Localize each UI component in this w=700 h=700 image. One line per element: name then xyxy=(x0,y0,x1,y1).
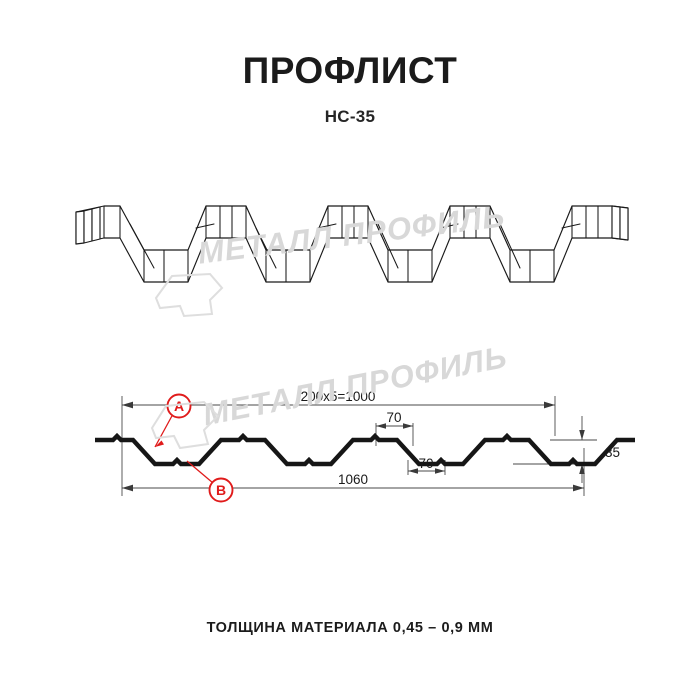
profile-section-path xyxy=(95,432,635,467)
footer: ТОЛЩИНА МАТЕРИАЛА 0,45 – 0,9 ММ xyxy=(0,620,700,636)
isometric-sheet-drawing xyxy=(75,205,629,283)
callout-a xyxy=(154,393,192,448)
callout-a-label: A xyxy=(174,398,184,414)
isometric-profile-view xyxy=(60,178,640,318)
dimension-label-crest: 70 xyxy=(386,410,401,425)
page-title: ПРОФЛИСТ xyxy=(242,50,458,91)
callout-b xyxy=(186,460,234,503)
callout-b-label: B xyxy=(216,482,226,498)
dimension-arrowheads xyxy=(122,401,585,492)
dimension-label-height: 35 xyxy=(605,445,620,460)
header: ПРОФЛИСТ НС-35 xyxy=(0,50,700,127)
product-model: НС-35 xyxy=(324,106,376,126)
dimension-label-valley: 70 xyxy=(418,456,433,471)
dimension-label-width: 1060 xyxy=(338,472,368,487)
dimension-label-pitch: 200x5=1000 xyxy=(301,389,376,404)
material-thickness-note: ТОЛЩИНА МАТЕРИАЛА 0,45 – 0,9 ММ xyxy=(206,620,494,636)
cross-section-drawing: 200x5=1000 1060 70 70 35 A B xyxy=(95,378,635,513)
